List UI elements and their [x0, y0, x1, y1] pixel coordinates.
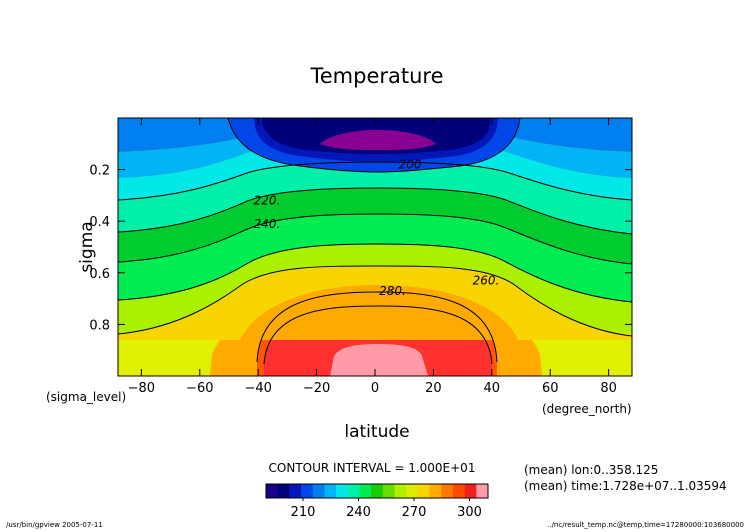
colorbar-swatch — [464, 484, 477, 498]
x-tick-label: −20 — [303, 381, 330, 396]
x-tick-label: −60 — [186, 381, 213, 396]
colorbar-ticks: 210 240 270 300 — [291, 498, 482, 520]
colorbar — [265, 483, 489, 499]
band-270 — [118, 244, 632, 334]
colorbar-swatch — [429, 484, 442, 498]
x-tick-label: 0 — [371, 381, 379, 396]
colorbar-swatch — [324, 484, 337, 498]
band-230 — [118, 144, 632, 200]
x-tick-label: 40 — [484, 381, 501, 396]
y-unit-label: (sigma_level) — [46, 390, 126, 404]
footer-right: ../nc/result_temp.nc@temp,time=17280000:… — [547, 521, 744, 529]
colorbar-swatch — [312, 484, 325, 498]
x-unit-label: (degree_north) — [542, 402, 632, 416]
colorbar-swatch — [301, 484, 314, 498]
contour-interval-text: CONTOUR INTERVAL = 1.000E+01 — [269, 461, 476, 475]
y-tick-label: 0.6 — [89, 267, 110, 282]
x-tick-label: 60 — [542, 381, 559, 396]
contour-lines — [118, 118, 632, 365]
y-tick-label: 0.4 — [89, 215, 110, 230]
x-tick-label: −40 — [244, 381, 271, 396]
chart-title: Temperature — [309, 64, 443, 88]
band-240 — [118, 162, 632, 234]
contour-labels: 200 220. 240. 260. 280. — [254, 157, 500, 297]
x-axis: −80 −60 −40 −20 0 20 40 60 80 — [128, 118, 617, 396]
x-tick-label: −80 — [128, 381, 155, 396]
contour-label: 220. — [254, 194, 281, 208]
colorbar-swatch — [336, 484, 349, 498]
contour-label: 240. — [254, 217, 281, 231]
colorbar-swatch — [452, 484, 465, 498]
colorbar-swatch — [371, 484, 384, 498]
annotation-time: (mean) time:1.728e+07..1.03594 — [524, 479, 727, 493]
band-285 — [240, 285, 518, 340]
colorbar-swatch — [394, 484, 407, 498]
x-tick-label: 80 — [600, 381, 617, 396]
y-tick-label: 0.2 — [89, 164, 110, 179]
band-305 — [330, 344, 428, 376]
colorbar-swatch — [441, 484, 454, 498]
colorbar-swatch — [476, 484, 489, 498]
y-axis: 0.2 0.4 0.6 0.8 — [89, 164, 632, 333]
footer-left: /usr/bin/gpview 2005-07-11 — [6, 521, 103, 529]
colorbar-swatch — [266, 484, 278, 498]
colorbar-swatch — [359, 484, 372, 498]
contour-label: 280. — [379, 284, 406, 298]
colorbar-swatch — [406, 484, 419, 498]
band-185 — [320, 130, 436, 150]
colorbar-tick-label: 300 — [457, 505, 482, 520]
colorbar-tick-label: 270 — [402, 505, 427, 520]
colorbar-swatch — [417, 484, 430, 498]
x-axis-label: latitude — [344, 422, 409, 442]
plot-area: 200 220. 240. 260. 280. — [118, 118, 632, 376]
band-260 — [118, 214, 632, 302]
colorbar-tick-label: 240 — [346, 505, 371, 520]
colorbar-tick-label: 210 — [291, 505, 316, 520]
colorbar-swatch — [347, 484, 360, 498]
colorbar-swatch — [382, 484, 395, 498]
contour-label: 260. — [473, 274, 500, 288]
colorbar-frame — [265, 483, 489, 499]
y-axis-label: sigma — [77, 221, 97, 272]
y-tick-label: 0.8 — [89, 318, 110, 333]
contour-label: 200 — [399, 157, 422, 171]
colorbar-swatch — [289, 484, 302, 498]
band-250 — [118, 188, 632, 264]
x-tick-label: 20 — [425, 381, 442, 396]
annotation-lon: (mean) lon:0..358.125 — [524, 463, 658, 477]
colorbar-swatch — [277, 484, 290, 498]
